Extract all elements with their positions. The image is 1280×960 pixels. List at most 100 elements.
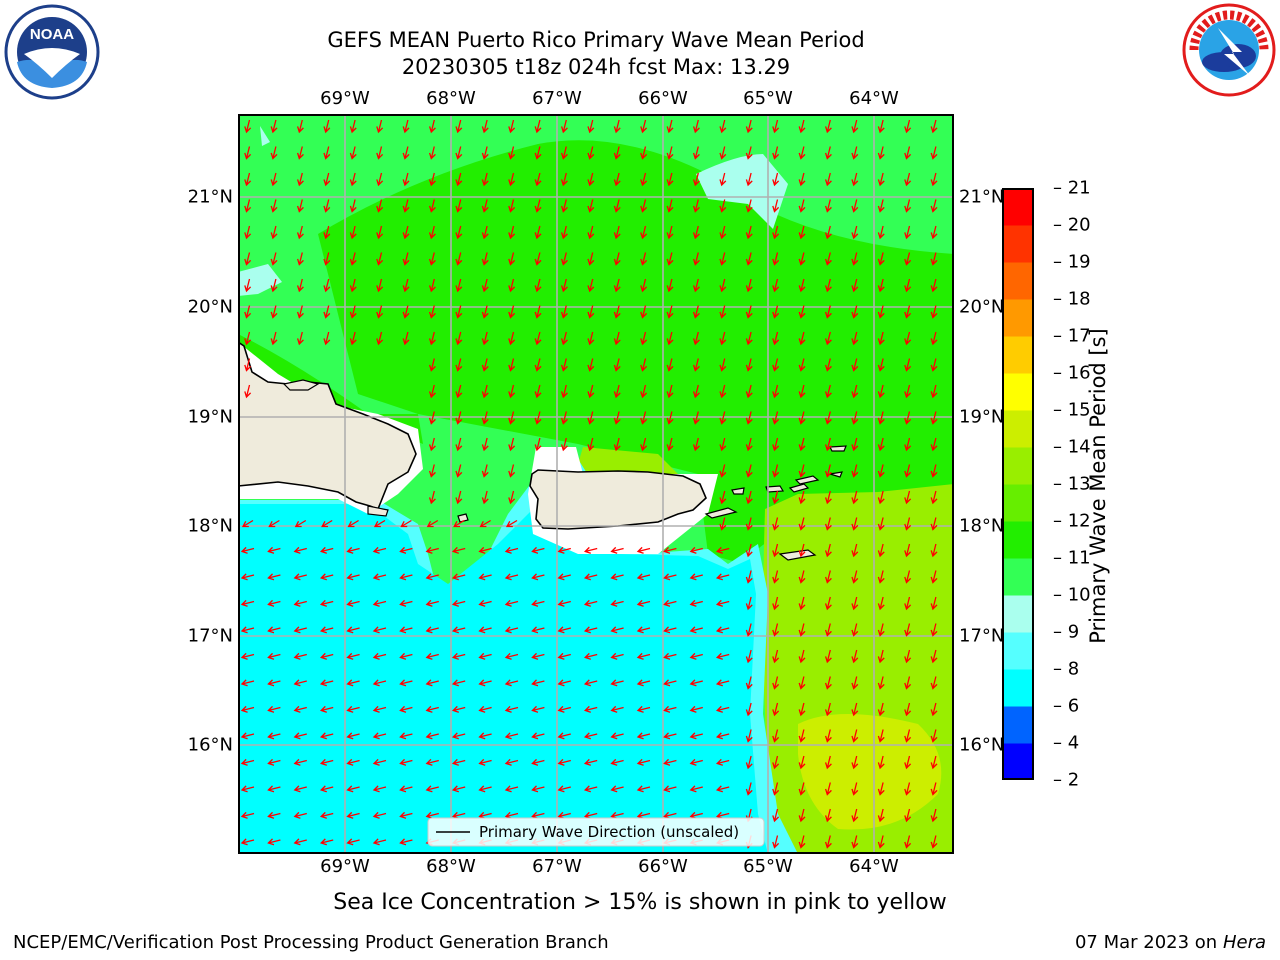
wave-arrow-icon	[428, 490, 436, 505]
wave-arrow-icon	[270, 225, 278, 240]
wave-arrow-icon	[349, 225, 357, 240]
wave-arrow-icon	[610, 758, 624, 766]
wave-arrow-icon	[719, 305, 727, 319]
wave-arrow-icon	[798, 358, 806, 372]
wave-arrow-icon	[376, 305, 384, 319]
lat-label-right: 18°N	[959, 515, 1005, 537]
wave-arrow-icon	[534, 411, 542, 425]
wave-arrow-icon	[798, 782, 806, 796]
wave-arrow-icon	[296, 225, 304, 240]
wave-arrow-icon	[583, 732, 598, 740]
colorbar-cell	[1002, 225, 1034, 263]
wave-arrow-icon	[560, 199, 568, 213]
wave-arrow-icon	[745, 437, 753, 452]
wave-arrow-icon	[531, 573, 545, 581]
wave-arrow-icon	[689, 573, 703, 581]
wave-arrow-icon	[851, 384, 859, 399]
wave-arrow-icon	[851, 649, 859, 664]
wave-arrow-icon	[428, 146, 436, 160]
wave-arrow-icon	[719, 146, 727, 160]
wave-arrow-icon	[772, 119, 780, 134]
wave-arrow-icon	[508, 437, 516, 452]
wave-arrow-icon	[930, 172, 938, 187]
wave-arrow-icon	[455, 305, 463, 319]
wave-arrow-icon	[372, 785, 387, 793]
wave-arrow-icon	[399, 546, 413, 554]
wave-arrow-icon	[745, 729, 753, 743]
wave-arrow-icon	[904, 146, 912, 160]
wave-arrow-icon	[640, 278, 648, 293]
wave-arrow-icon	[772, 596, 780, 611]
wave-arrow-icon	[689, 732, 703, 740]
wave-arrow-icon	[240, 599, 255, 607]
lon-label-bottom: 69°W	[320, 856, 370, 877]
wave-arrow-icon	[453, 519, 465, 528]
wave-arrow-icon	[296, 252, 304, 266]
colorbar-cell	[1002, 484, 1034, 522]
wave-arrow-icon	[504, 546, 519, 554]
wave-arrow-icon	[293, 732, 307, 740]
wave-arrow-icon	[399, 838, 413, 846]
wave-arrow-icon	[478, 652, 492, 660]
wave-arrow-icon	[481, 146, 489, 160]
lat-label-left: 19°N	[187, 406, 233, 428]
wave-arrow-icon	[455, 146, 463, 160]
wave-arrow-icon	[692, 172, 700, 187]
svg-text:NOAA: NOAA	[30, 26, 74, 43]
wave-arrow-icon	[772, 252, 780, 266]
wave-arrow-icon	[613, 437, 621, 452]
wave-arrow-icon	[877, 172, 885, 187]
wave-arrow-icon	[481, 172, 489, 187]
wave-arrow-icon	[428, 252, 436, 266]
wave-arrow-icon	[772, 702, 780, 717]
wave-arrow-icon	[798, 835, 806, 849]
wave-arrow-icon	[531, 599, 545, 607]
wave-arrow-icon	[663, 705, 677, 713]
wave-arrow-icon	[270, 305, 278, 319]
wave-arrow-icon	[244, 146, 252, 160]
wave-arrow-icon	[504, 573, 519, 581]
wave-arrow-icon	[560, 331, 568, 346]
wave-arrow-icon	[587, 172, 595, 187]
lat-label-left: 20°N	[187, 296, 233, 318]
wave-arrow-icon	[508, 252, 516, 266]
wave-arrow-icon	[481, 199, 489, 213]
lat-label-right: 17°N	[959, 625, 1005, 647]
wave-arrow-icon	[426, 519, 439, 528]
wave-arrow-icon	[692, 278, 700, 293]
wave-arrow-icon	[715, 679, 730, 687]
wave-arrow-icon	[772, 464, 780, 478]
wave-arrow-icon	[244, 225, 252, 240]
wave-arrow-icon	[402, 252, 410, 266]
wave-arrow-icon	[504, 732, 519, 740]
wave-arrow-icon	[323, 146, 331, 160]
colorbar-tick-label: – 6	[1053, 695, 1080, 717]
wave-arrow-icon	[798, 596, 806, 611]
wave-arrow-icon	[531, 546, 545, 554]
wave-arrow-icon	[666, 358, 674, 372]
wave-arrow-icon	[824, 305, 832, 319]
wave-arrow-icon	[372, 732, 387, 740]
wave-arrow-icon	[824, 199, 832, 213]
wave-arrow-icon	[930, 676, 938, 690]
wave-arrow-icon	[798, 570, 806, 584]
wave-arrow-icon	[798, 623, 806, 637]
lon-label-bottom: 68°W	[426, 856, 476, 877]
wave-arrow-icon	[428, 278, 436, 293]
wave-arrow-icon	[640, 199, 648, 213]
wave-arrow-icon	[531, 732, 545, 740]
wave-arrow-icon	[425, 652, 439, 660]
wave-arrow-icon	[877, 384, 885, 399]
wave-arrow-icon	[772, 199, 780, 213]
wave-arrow-icon	[719, 225, 727, 240]
wave-arrow-icon	[240, 679, 255, 687]
wave-arrow-icon	[745, 543, 753, 558]
wave-arrow-icon	[534, 437, 542, 452]
wave-arrow-icon	[267, 626, 281, 634]
wave-arrow-icon	[399, 811, 413, 819]
wave-arrow-icon	[587, 146, 595, 160]
wave-arrow-icon	[319, 626, 334, 634]
wave-arrow-icon	[689, 599, 703, 607]
wave-arrow-icon	[663, 573, 677, 581]
wave-arrow-icon	[689, 758, 703, 766]
